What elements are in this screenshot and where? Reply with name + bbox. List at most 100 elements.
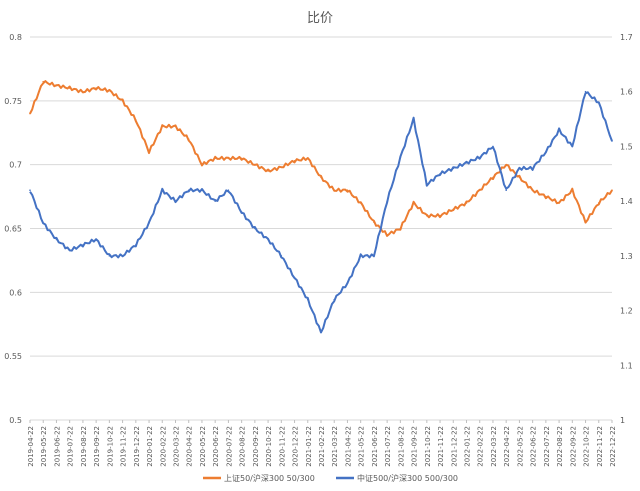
data-point <box>333 189 336 191</box>
data-point <box>597 202 600 204</box>
x-tick-label: 2019-04-22 <box>27 426 35 467</box>
data-point <box>161 189 164 191</box>
x-tick-label: 2019-08-22 <box>80 426 88 467</box>
x-tick-label: 2021-05-22 <box>358 426 366 467</box>
data-point <box>386 200 388 202</box>
data-point <box>320 176 322 179</box>
y-left-tick-label: 0.55 <box>4 352 22 361</box>
data-point <box>359 255 362 257</box>
data-point <box>55 84 58 87</box>
data-point <box>558 129 560 131</box>
data-point <box>518 167 521 170</box>
x-tick-label: 2021-12-22 <box>450 426 458 467</box>
data-point <box>135 119 137 121</box>
data-point <box>68 87 71 89</box>
data-point <box>293 160 296 162</box>
data-point <box>280 255 283 257</box>
x-tick-label: 2019-07-22 <box>67 426 75 467</box>
x-tick-label: 2019-12-22 <box>133 426 141 467</box>
data-point <box>611 189 613 191</box>
data-point <box>293 276 296 279</box>
x-tick-label: 2022-09-22 <box>569 426 577 467</box>
data-point <box>531 189 534 191</box>
data-point <box>452 208 455 211</box>
data-point <box>346 189 349 191</box>
data-point <box>82 91 84 93</box>
y-left-tick-label: 0.8 <box>9 33 22 42</box>
x-tick-label: 2021-06-22 <box>371 426 379 467</box>
data-point <box>333 298 336 301</box>
data-point <box>68 249 71 252</box>
data-point <box>386 234 388 236</box>
data-point <box>254 163 256 166</box>
x-tick-label: 2022-08-22 <box>556 426 564 467</box>
data-point <box>214 200 216 202</box>
x-tick-label: 2022-07-22 <box>543 426 551 467</box>
data-point <box>55 238 58 241</box>
gridlines <box>30 36 612 421</box>
data-point <box>584 221 587 223</box>
data-point <box>320 331 322 334</box>
data-point <box>148 222 150 224</box>
data-point <box>518 176 521 179</box>
data-point <box>545 151 547 153</box>
data-point <box>452 167 455 170</box>
y-left-tick-label: 0.5 <box>9 416 22 425</box>
data-point <box>201 163 203 166</box>
data-point <box>571 189 574 191</box>
y-right-tick-label: 1.7 <box>620 33 633 42</box>
data-point <box>214 157 216 160</box>
data-point <box>373 221 375 223</box>
data-point <box>492 145 494 148</box>
x-tick-label: 2022-11-22 <box>596 426 604 467</box>
x-tick-label: 2020-08-22 <box>239 426 247 467</box>
x-tick-label: 2021-09-22 <box>411 426 419 467</box>
data-point <box>399 227 402 230</box>
x-tick-label: 2020-02-22 <box>159 426 167 467</box>
x-tick-label: 2019-05-22 <box>40 426 48 467</box>
x-tick-label: 2019-09-22 <box>93 426 101 467</box>
series-line-1 <box>29 80 613 237</box>
data-point <box>465 202 468 204</box>
data-point <box>82 244 84 246</box>
data-point <box>121 255 124 257</box>
x-tick-label: 2020-12-22 <box>292 426 300 467</box>
data-point <box>412 118 415 120</box>
data-point <box>148 151 150 153</box>
data-point <box>465 162 468 164</box>
data-point <box>267 170 269 172</box>
data-point <box>240 211 243 213</box>
data-point <box>29 112 31 115</box>
x-tick-label: 2022-06-22 <box>530 426 538 467</box>
data-point <box>29 189 31 191</box>
legend-label-2: 中证500/沪深300 500/300 <box>357 473 458 483</box>
legend: 上证50/沪深300 50/300 中证500/沪深300 500/300 <box>203 473 458 483</box>
data-point <box>42 222 45 224</box>
data-point <box>240 157 243 160</box>
x-tick-label: 2020-11-22 <box>278 426 286 467</box>
x-tick-label: 2021-07-22 <box>384 426 392 467</box>
data-point <box>359 202 362 204</box>
data-point <box>426 183 428 186</box>
data-point <box>95 87 97 89</box>
y-right-tick-label: 1.2 <box>620 307 633 316</box>
x-tick-label: 2020-09-22 <box>252 426 260 467</box>
y-right-tick-label: 1 <box>620 416 625 425</box>
data-point <box>611 140 613 142</box>
data-point <box>187 189 190 191</box>
data-point <box>531 167 534 170</box>
data-point <box>584 90 587 93</box>
data-point <box>267 238 269 241</box>
data-point <box>439 172 441 175</box>
x-tick-label: 2022-01-22 <box>464 426 472 467</box>
x-tick-label: 2020-04-22 <box>186 426 194 467</box>
data-point <box>108 89 111 92</box>
data-point <box>306 298 309 301</box>
data-point <box>280 166 283 169</box>
data-point <box>227 189 230 191</box>
x-tick-label: 2020-06-22 <box>212 426 220 467</box>
data-point <box>174 125 177 128</box>
x-tick-label: 2019-11-22 <box>120 426 128 467</box>
x-tick-label: 2020-10-22 <box>265 426 273 467</box>
